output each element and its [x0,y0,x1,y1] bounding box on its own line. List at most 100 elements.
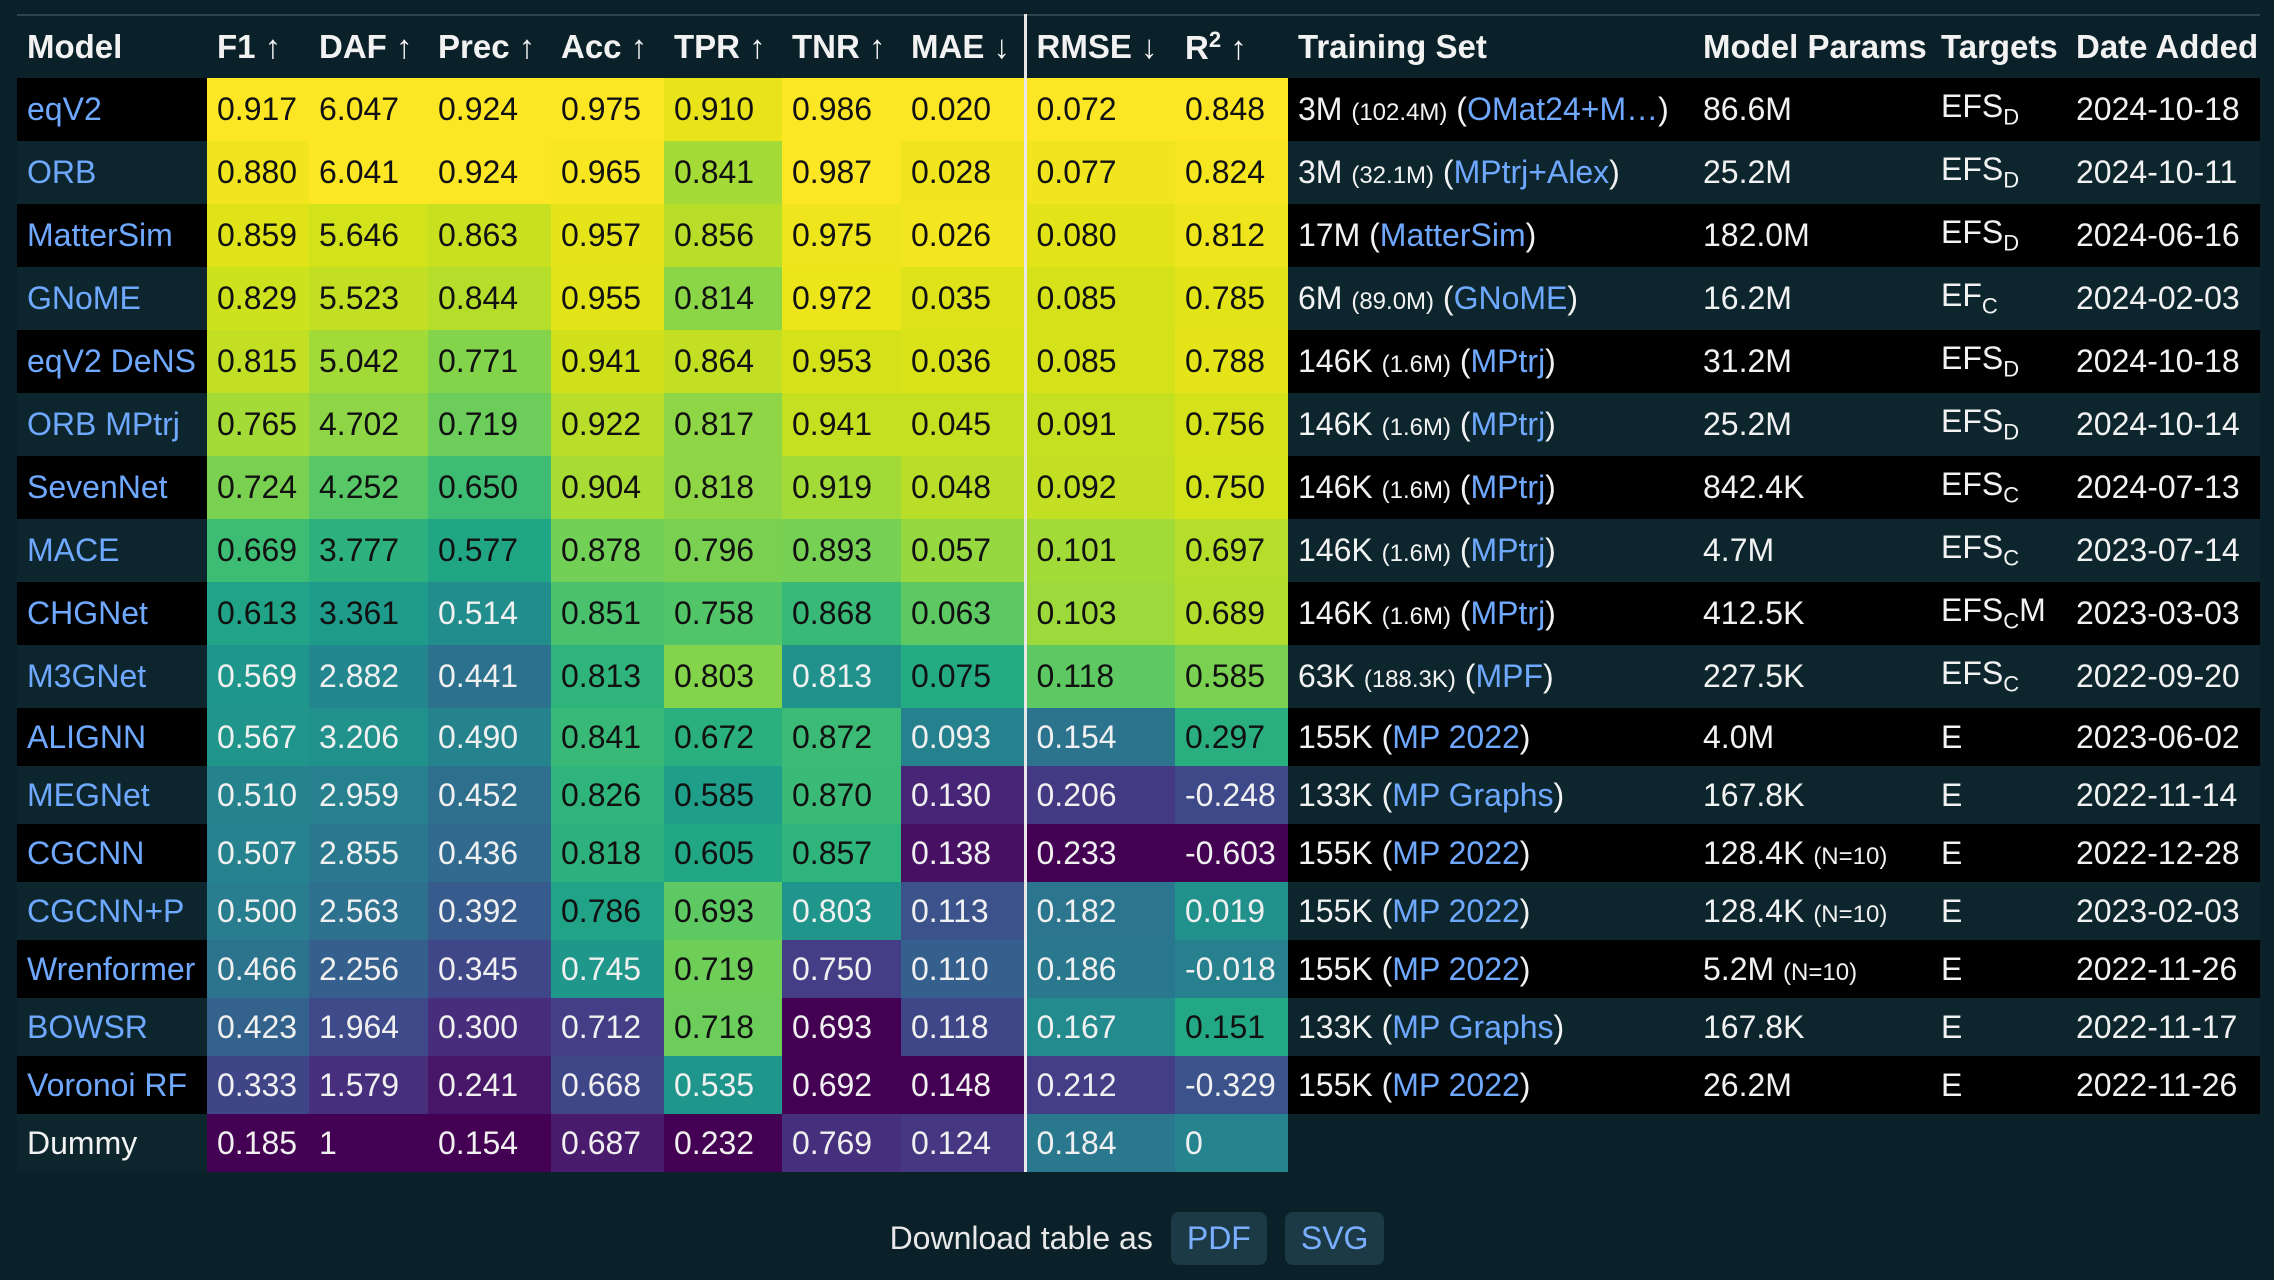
col-header-tnr[interactable]: TNR ↑ [782,14,901,78]
targets-subscript: D [2003,356,2020,382]
training-set-cell: 146K (1.6M) (MPtrj) [1288,330,1693,393]
metric-prec: 0.844 [428,267,551,330]
training-set-link[interactable]: MPtrj [1470,343,1546,379]
table-row: CHGNet 0.613 3.361 0.514 0.851 0.758 0.868 0.06… [17,582,2260,645]
training-set-link[interactable]: MP 2022 [1392,950,1520,987]
targets-base: E [1941,1008,1963,1045]
col-header-model[interactable]: Model [17,14,207,78]
training-set-link[interactable]: MP Graphs [1392,1008,1554,1045]
metric-mae: 0.075 [901,645,1025,708]
metric-daf: 5.646 [309,204,428,267]
metric-acc: 0.818 [551,824,664,882]
model-name[interactable]: SevenNet [17,456,207,519]
metric-tpr: 0.864 [664,330,782,393]
col-header-tpr[interactable]: TPR ↑ [664,14,782,78]
targets-tail: M [2019,592,2046,629]
col-header-model-params[interactable]: Model Params [1693,14,1931,78]
model-name[interactable]: eqV2 [17,78,207,141]
targets-base: E [1941,834,1963,871]
model-name[interactable]: BOWSR [17,998,207,1056]
targets-cell: EFSC [1931,456,2066,519]
col-header-r2[interactable]: R2 ↑ [1175,14,1288,78]
col-header-training-set[interactable]: Training Set [1288,14,1693,78]
metric-f1: 0.510 [207,766,309,824]
training-set-link[interactable]: OMat24+M… [1466,91,1659,127]
metric-prec: 0.452 [428,766,551,824]
targets-subscript: D [2003,167,2020,193]
model-name[interactable]: CHGNet [17,582,207,645]
model-name[interactable]: Voronoi RF [17,1056,207,1114]
col-header-targets[interactable]: Targets [1931,14,2066,78]
training-set-size: 155K [1298,892,1373,929]
metric-daf: 2.563 [309,882,428,940]
training-set-cell: 63K (188.3K) (MPF) [1288,645,1693,708]
metric-prec: 0.345 [428,940,551,998]
col-header-mae[interactable]: MAE ↓ [901,14,1025,78]
metric-r2: 0.788 [1175,330,1288,393]
training-set-link[interactable]: GNoME [1453,280,1568,316]
model-name[interactable]: M3GNet [17,645,207,708]
metric-acc: 0.851 [551,582,664,645]
training-set-link[interactable]: MP 2022 [1392,892,1520,929]
model-name[interactable]: MatterSim [17,204,207,267]
training-set-link[interactable]: MP 2022 [1392,718,1520,755]
training-set-link[interactable]: MPtrj [1470,595,1546,631]
model-name[interactable]: eqV2 DeNS [17,330,207,393]
model-name[interactable]: ALIGNN [17,708,207,766]
metric-r2: 0.297 [1175,708,1288,766]
metric-tnr: 0.813 [782,645,901,708]
model-params-cell: 227.5K [1693,645,1931,708]
metric-acc: 0.878 [551,519,664,582]
col-header-date-added[interactable]: Date Added [2066,14,2260,78]
training-set-link[interactable]: MPtrj [1470,406,1546,442]
model-name[interactable]: GNoME [17,267,207,330]
training-set-link[interactable]: MP Graphs [1392,776,1554,813]
metric-prec: 0.154 [428,1114,551,1172]
model-name[interactable]: CGCNN+P [17,882,207,940]
training-set-cell: 17M (MatterSim) [1288,204,1693,267]
training-set-link[interactable]: MPtrj [1470,532,1546,568]
download-svg-button[interactable]: SVG [1284,1211,1385,1265]
table-row: SevenNet 0.724 4.252 0.650 0.904 0.818 0.919 0.… [17,456,2260,519]
col-header-f1[interactable]: F1 ↑ [207,14,309,78]
model-name[interactable]: CGCNN [17,824,207,882]
metric-daf: 1.579 [309,1056,428,1114]
metric-f1: 0.423 [207,998,309,1056]
metric-tnr: 0.693 [782,998,901,1056]
date-added: 2022-11-26 [2066,1056,2260,1114]
metric-mae: 0.045 [901,393,1025,456]
metric-f1: 0.829 [207,267,309,330]
metric-daf: 2.882 [309,645,428,708]
metric-f1: 0.613 [207,582,309,645]
metric-tnr: 0.868 [782,582,901,645]
metric-r2: 0.689 [1175,582,1288,645]
training-set-link[interactable]: MP 2022 [1392,834,1520,871]
training-set-link[interactable]: MPtrj+Alex [1453,154,1610,190]
model-name[interactable]: Wrenformer [17,940,207,998]
date-added: 2024-02-03 [2066,267,2260,330]
metric-mae: 0.036 [901,330,1025,393]
model-name[interactable]: ORB [17,141,207,204]
targets-base: E [1941,776,1963,813]
model-name[interactable]: ORB MPtrj [17,393,207,456]
metric-tpr: 0.817 [664,393,782,456]
metric-rmse: 0.212 [1023,1056,1175,1114]
targets-cell: EFSC [1931,645,2066,708]
training-set-link[interactable]: MP 2022 [1392,1066,1520,1103]
model-params: 167.8K [1703,776,1805,813]
metric-tnr: 0.987 [782,141,901,204]
col-header-prec[interactable]: Prec ↑ [428,14,551,78]
training-set-link[interactable]: MPF [1475,658,1543,694]
model-name[interactable]: MEGNet [17,766,207,824]
download-pdf-button[interactable]: PDF [1170,1211,1267,1265]
metric-acc: 0.904 [551,456,664,519]
metric-daf: 3.777 [309,519,428,582]
training-set-link[interactable]: MPtrj [1470,469,1546,505]
model-name[interactable]: MACE [17,519,207,582]
col-header-acc[interactable]: Acc ↑ [551,14,664,78]
col-header-rmse[interactable]: RMSE ↓ [1023,14,1175,78]
metric-tpr: 0.818 [664,456,782,519]
training-set-link[interactable]: MatterSim [1379,217,1526,253]
col-header-daf[interactable]: DAF ↑ [309,14,428,78]
model-params: 842.4K [1703,469,1805,505]
